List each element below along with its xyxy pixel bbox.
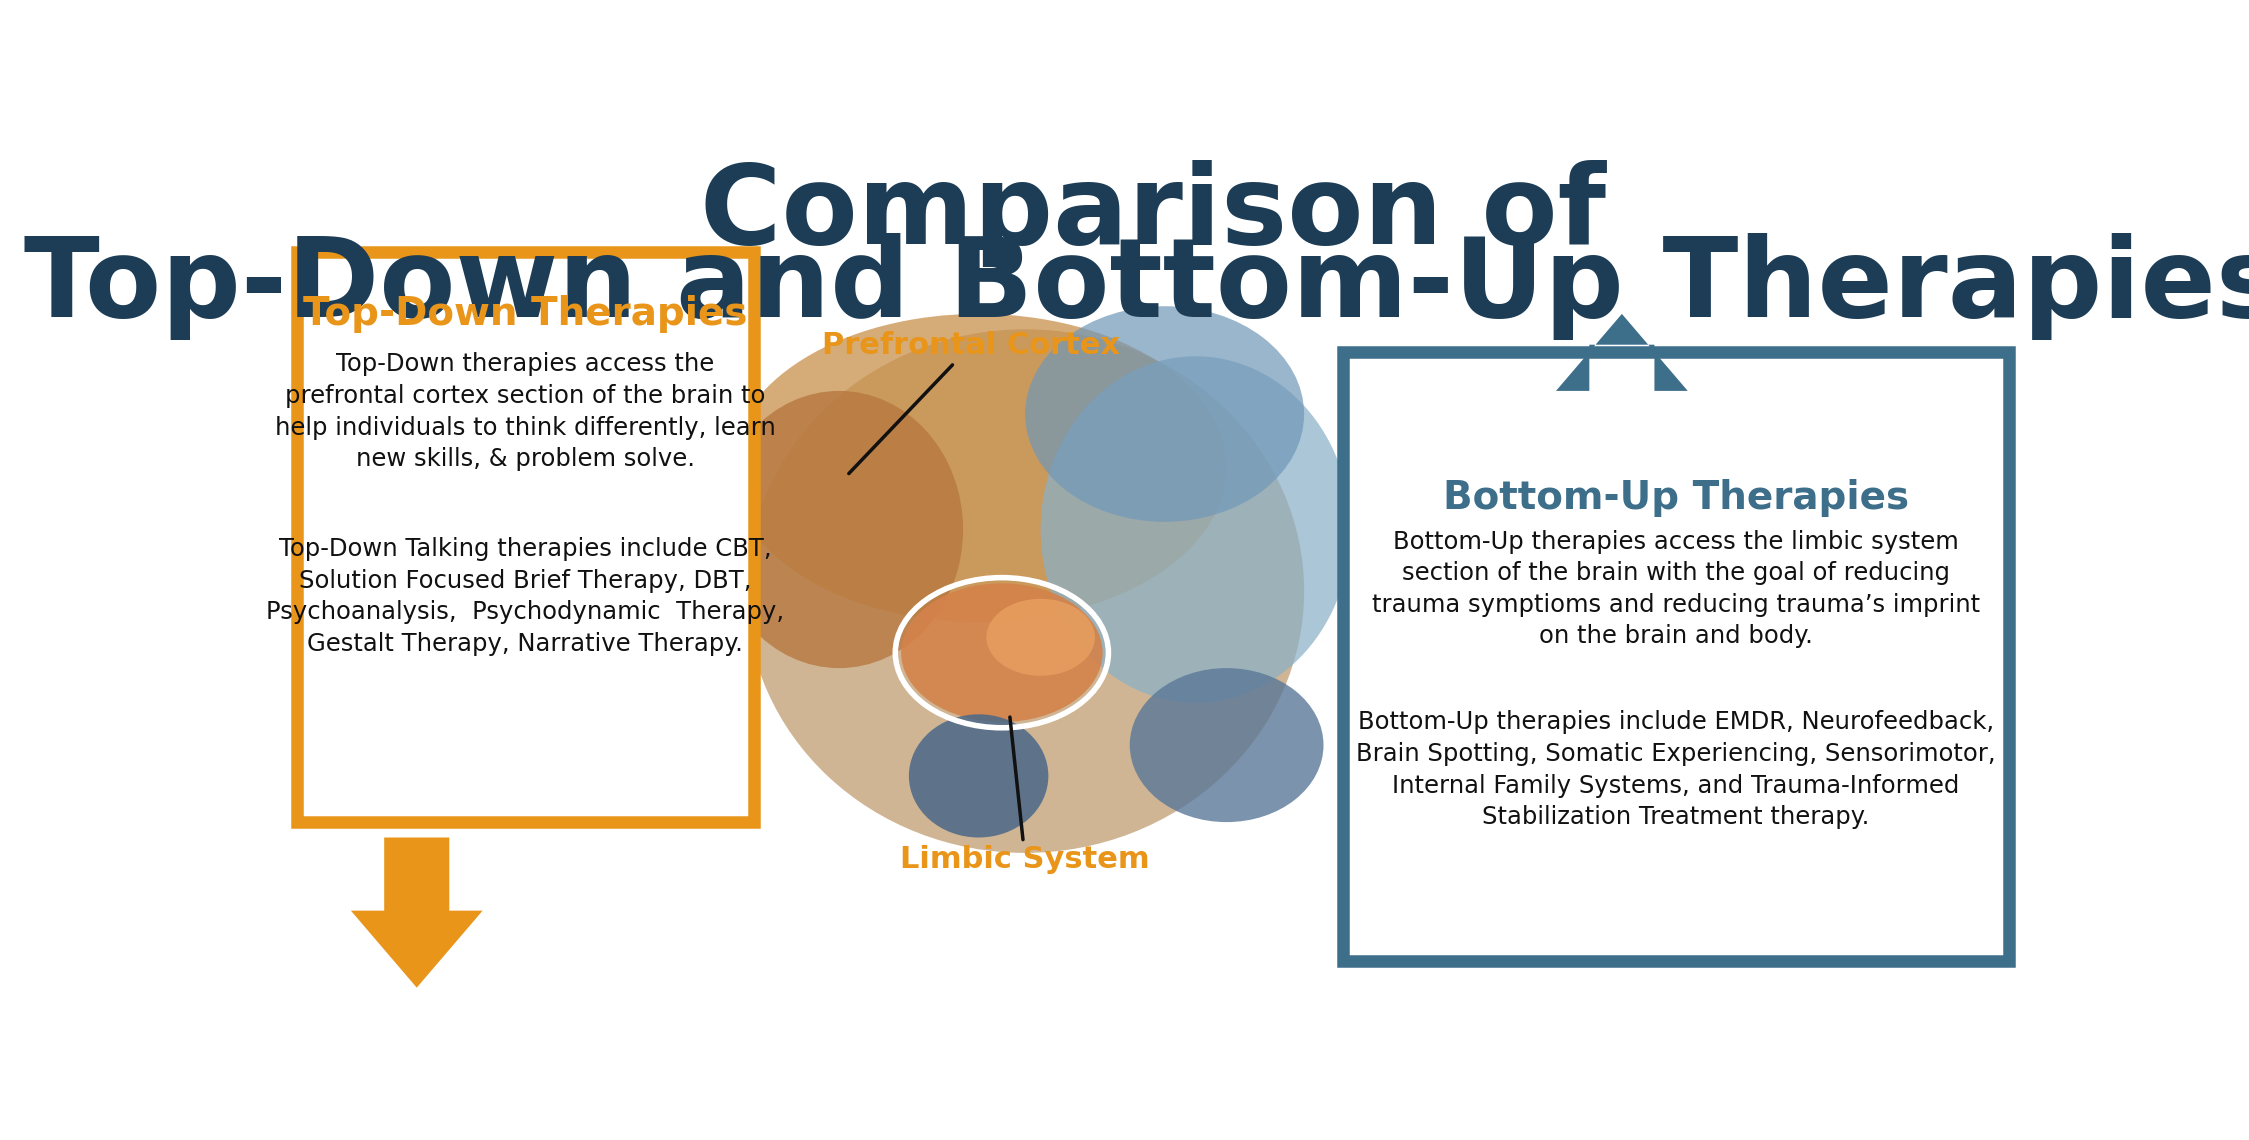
Text: Comparison of: Comparison of	[699, 160, 1606, 267]
Ellipse shape	[1041, 356, 1352, 702]
Ellipse shape	[1026, 307, 1304, 522]
Polygon shape	[1556, 314, 1687, 391]
Ellipse shape	[731, 314, 1226, 622]
Bar	[297, 252, 753, 822]
Text: Limbic System: Limbic System	[900, 717, 1149, 874]
Ellipse shape	[1129, 668, 1322, 822]
Ellipse shape	[715, 391, 963, 668]
Ellipse shape	[909, 715, 1048, 838]
Text: Bottom-Up Therapies: Bottom-Up Therapies	[1444, 480, 1909, 518]
Text: Bottom-Up therapies include EMDR, Neurofeedback,
Brain Spotting, Somatic Experie: Bottom-Up therapies include EMDR, Neurof…	[1356, 710, 1995, 829]
Text: Bottom-Up therapies access the limbic system
section of the brain with the goal : Bottom-Up therapies access the limbic sy…	[1372, 529, 1979, 649]
Text: Top-Down and Bottom-Up Therapies: Top-Down and Bottom-Up Therapies	[22, 233, 2249, 340]
Text: Top-Down Talking therapies include CBT,
Solution Focused Brief Therapy, DBT,
Psy: Top-Down Talking therapies include CBT, …	[265, 537, 785, 655]
Text: Prefrontal Cortex: Prefrontal Cortex	[821, 331, 1120, 473]
Ellipse shape	[747, 329, 1304, 853]
Text: Top-Down therapies access the
prefrontal cortex section of the brain to
help ind: Top-Down therapies access the prefrontal…	[274, 352, 776, 471]
Polygon shape	[351, 838, 484, 987]
Ellipse shape	[987, 598, 1095, 676]
Bar	[1343, 352, 2008, 961]
Text: Top-Down Therapies: Top-Down Therapies	[304, 294, 747, 333]
Ellipse shape	[902, 584, 1102, 722]
